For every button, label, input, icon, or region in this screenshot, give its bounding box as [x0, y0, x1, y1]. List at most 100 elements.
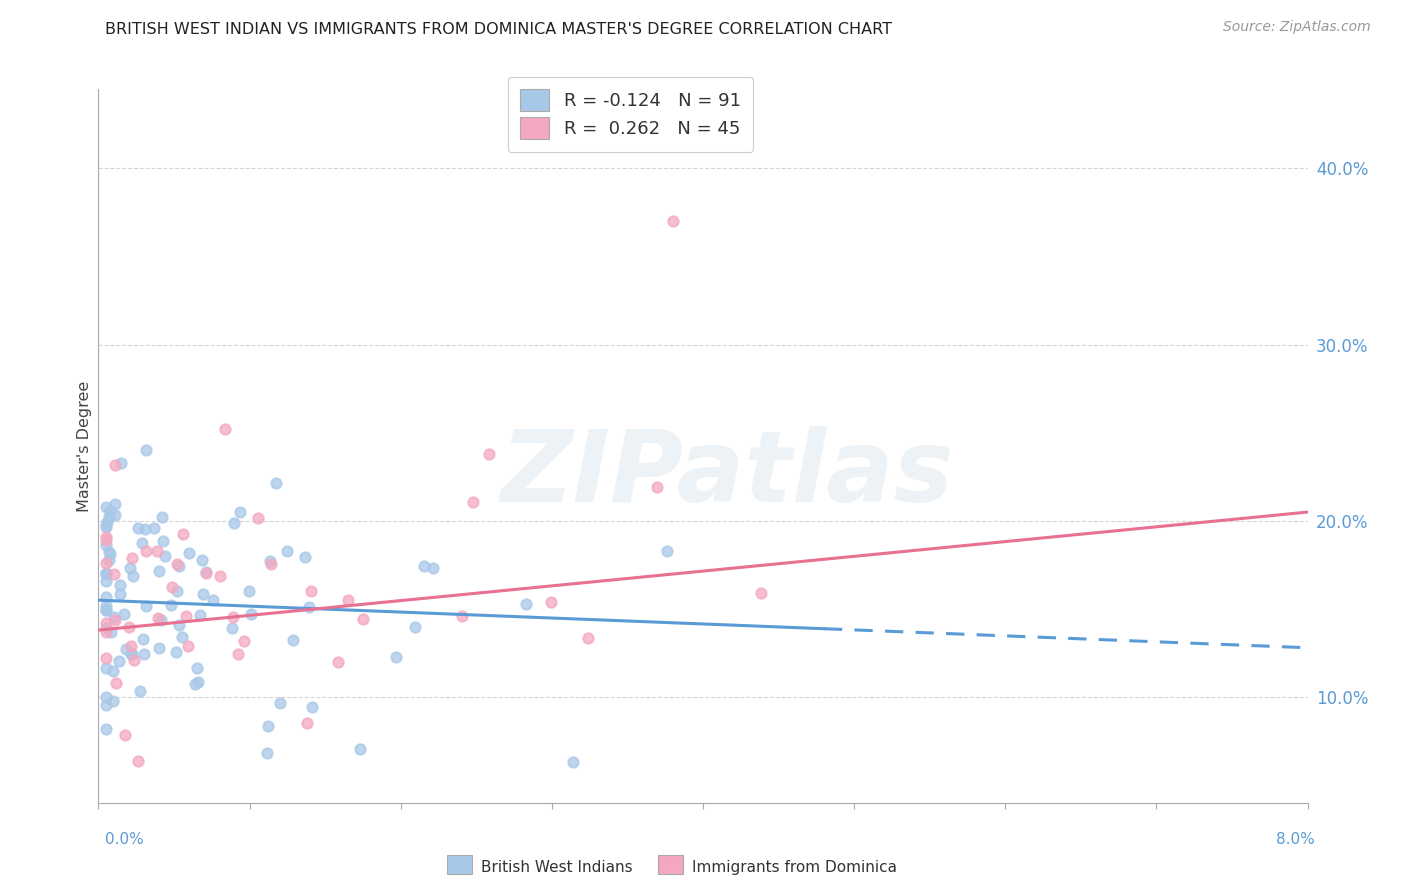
Point [114, 641, 136, 656]
Y-axis label: Master's Degree: Master's Degree [77, 380, 91, 512]
Point [222, 609, 245, 624]
Point [451, 609, 474, 624]
Point [110, 456, 132, 470]
Point [336, 592, 359, 607]
Point [98, 504, 121, 518]
Point [135, 544, 157, 558]
Point [134, 648, 156, 662]
Point [294, 549, 316, 564]
Point [94, 603, 117, 617]
Point [201, 593, 224, 607]
Point [299, 583, 322, 598]
Point [221, 621, 243, 635]
Point [226, 647, 249, 661]
Point [165, 645, 187, 659]
Point [120, 560, 142, 574]
Point [132, 632, 155, 646]
Point [114, 728, 136, 742]
Point [478, 447, 501, 461]
Point [214, 422, 236, 436]
Point [112, 607, 135, 621]
Point [172, 527, 194, 541]
Point [160, 599, 183, 613]
Point [127, 754, 149, 768]
Point [150, 613, 173, 627]
Point [224, 516, 246, 530]
Point [515, 598, 537, 612]
Point [184, 677, 207, 691]
Point [239, 607, 262, 621]
Point [238, 584, 260, 599]
Point [108, 654, 131, 668]
Point [190, 552, 212, 566]
Point [148, 564, 170, 578]
Point [295, 716, 318, 731]
Point [96, 538, 118, 552]
Point [104, 497, 127, 511]
Point [135, 442, 157, 457]
Point [121, 647, 143, 661]
Text: British West Indians: British West Indians [481, 860, 633, 874]
Point [170, 630, 193, 644]
Point [179, 546, 201, 560]
Point [131, 535, 153, 549]
Point [94, 615, 117, 630]
Point [118, 620, 141, 634]
Point [246, 511, 269, 525]
Point [121, 550, 143, 565]
Point [94, 602, 117, 616]
Point [352, 612, 374, 626]
Point [100, 624, 122, 639]
Point [94, 574, 117, 589]
Point [404, 620, 426, 634]
Point [259, 554, 281, 568]
Point [281, 632, 304, 647]
Point [94, 533, 117, 548]
Point [94, 698, 117, 712]
Point [166, 557, 188, 571]
Point [103, 694, 125, 708]
Point [191, 587, 214, 601]
Point [94, 690, 117, 704]
Point [385, 649, 408, 664]
Point [103, 610, 125, 624]
Point [208, 569, 231, 583]
Point [94, 520, 117, 534]
Point [422, 560, 444, 574]
Point [174, 608, 197, 623]
Point [94, 591, 117, 605]
Point [233, 634, 256, 648]
Point [108, 587, 131, 601]
Point [412, 558, 434, 573]
Point [127, 521, 149, 535]
Point [96, 515, 118, 529]
Point [135, 599, 157, 614]
Point [576, 632, 599, 646]
Point [264, 475, 287, 490]
Point [148, 611, 170, 625]
Point [128, 684, 150, 698]
Point [108, 577, 131, 591]
Point [645, 480, 668, 494]
Point [134, 522, 156, 536]
Point [96, 567, 118, 582]
Point [298, 599, 321, 614]
Point [152, 533, 174, 548]
Point [256, 719, 278, 733]
Point [349, 742, 371, 756]
Point [94, 556, 117, 570]
Point [98, 547, 121, 561]
Point [228, 505, 250, 519]
Point [177, 639, 200, 653]
Point [276, 544, 298, 558]
Point [256, 746, 278, 760]
Point [94, 661, 117, 675]
Point [160, 580, 183, 594]
Point [655, 543, 678, 558]
Point [97, 510, 120, 524]
Point [122, 568, 145, 582]
Point [94, 624, 117, 639]
Point [187, 675, 209, 690]
Point [98, 553, 121, 567]
Point [120, 647, 142, 661]
